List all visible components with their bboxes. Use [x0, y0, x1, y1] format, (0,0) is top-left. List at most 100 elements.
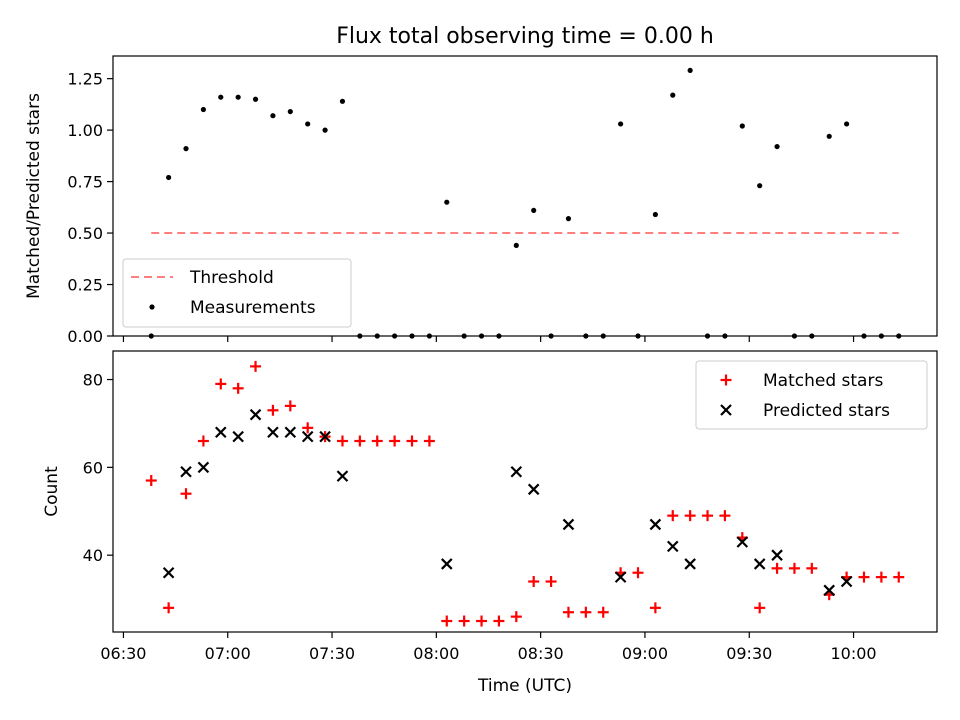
- legend-predicted-marker-b: [720, 404, 732, 416]
- measurement-point: [670, 92, 676, 98]
- measurement-point: [774, 143, 780, 150]
- predicted-star-marker: [562, 518, 575, 531]
- measurement-point: [270, 113, 276, 119]
- legend-predicted-swatch: [720, 404, 732, 416]
- matched-star-marker: [215, 378, 227, 390]
- matched-star-marker: [336, 435, 348, 447]
- matched-star-marker: [163, 602, 175, 614]
- predicted-star-marker-b: [215, 426, 227, 439]
- top-legend-box: [122, 258, 352, 328]
- predicted-star-marker-b: [753, 558, 766, 570]
- predicted-star-marker: [840, 575, 853, 588]
- legend-matched-marker: [720, 374, 732, 386]
- matched-star-marker: [528, 576, 540, 588]
- predicted-star-marker: [284, 426, 297, 439]
- predicted-star-marker: [197, 461, 210, 474]
- matched-star-marker: [649, 602, 661, 614]
- bottom-plot-frame: [112, 350, 938, 633]
- bottom-x-ticks: 06:30 07:00 07:30 08:00 08:30 09:00 09:30 10:00: [100, 632, 877, 663]
- bottom-y-tick-label-0: 40: [83, 546, 103, 565]
- measurement-point: [183, 146, 189, 152]
- predicted-star-marker-b: [823, 584, 835, 597]
- predicted-star-marker-b: [162, 566, 175, 579]
- measurement-point: [200, 106, 206, 113]
- matched-star-marker: [893, 571, 905, 583]
- matched-star-marker: [562, 606, 574, 618]
- x-tick-label-6: 09:30: [726, 644, 772, 663]
- top-y-tick-label-3: 0.75: [67, 173, 103, 192]
- predicted-star-marker: [249, 408, 262, 421]
- predicted-star-marker: [319, 430, 331, 443]
- matched-star-marker: [684, 510, 696, 522]
- measurement-point: [305, 121, 311, 127]
- predicted-star-marker: [736, 536, 749, 548]
- matched-star-marker: [510, 611, 522, 623]
- matched-star-marker: [389, 435, 401, 447]
- predicted-star-marker-b: [527, 483, 540, 496]
- top-plot-frame: [112, 55, 938, 337]
- matched-star-marker: [806, 562, 818, 574]
- bottom-y-tick-label-1: 60: [83, 458, 103, 477]
- measurement-point: [444, 199, 450, 205]
- predicted-star-marker: [649, 518, 662, 531]
- x-tick-label-5: 09:00: [622, 644, 668, 663]
- predicted-star-marker-b: [840, 575, 853, 588]
- legend-measurements-swatch: [149, 304, 155, 310]
- matched-star-marker: [284, 400, 296, 412]
- predicted-star-marker: [510, 465, 523, 478]
- top-y-tick-label-1: 0.25: [67, 276, 103, 295]
- matched-star-marker: [580, 606, 592, 618]
- matched-star-marker: [858, 571, 870, 583]
- x-tick-label-1: 07:00: [205, 644, 251, 663]
- matched-star-marker: [493, 615, 505, 627]
- predicted-star-marker-b: [771, 549, 783, 561]
- matched-star-marker: [267, 404, 279, 416]
- predicted-star-marker-b: [736, 536, 749, 548]
- measurement-point: [652, 211, 658, 218]
- matched-star-marker: [354, 435, 366, 447]
- predicted-star-marker-b: [301, 430, 314, 443]
- matched-star-marker: [667, 510, 679, 522]
- matched-star-marker: [458, 615, 470, 627]
- bottom-legend: Matched stars Predicted stars: [695, 360, 928, 430]
- predicted-star-marker-b: [440, 558, 453, 570]
- predicted-star-marker-b: [562, 518, 575, 531]
- predicted-star-marker: [440, 558, 453, 570]
- predicted-star-marker: [771, 549, 783, 561]
- flux-ratio-panel: Flux total observing time = 0.00 h Match…: [24, 24, 938, 346]
- matched-star-marker: [145, 475, 157, 487]
- measurement-point: [687, 67, 693, 74]
- matched-star-marker: [441, 615, 453, 627]
- matched-star-marker: [875, 571, 887, 583]
- matched-star-marker: [476, 615, 488, 627]
- x-tick-label-0: 06:30: [100, 644, 146, 663]
- predicted-star-marker: [684, 558, 696, 570]
- legend-threshold-label: Threshold: [189, 268, 274, 288]
- matched-star-points: [145, 360, 905, 627]
- top-x-ticks: [122, 336, 855, 342]
- chart-title: Flux total observing time = 0.00 h: [336, 24, 714, 49]
- measurement-point: [618, 121, 624, 127]
- legend-matched-swatch: [720, 374, 732, 386]
- x-tick-label-7: 10:00: [831, 644, 877, 663]
- matched-star-marker: [180, 488, 192, 500]
- matched-star-marker: [406, 435, 418, 447]
- matched-star-marker: [719, 510, 731, 522]
- matched-star-marker: [371, 435, 383, 447]
- measurement-point: [252, 96, 259, 102]
- measurement-point: [531, 207, 537, 214]
- matched-star-marker: [597, 606, 609, 618]
- legend-predicted-marker: [720, 404, 732, 416]
- matched-star-marker: [250, 360, 262, 372]
- predicted-star-marker-b: [284, 426, 297, 439]
- predicted-star-marker: [614, 571, 627, 583]
- legend-matched-label: Matched stars: [763, 371, 883, 391]
- measurement-point: [844, 121, 850, 127]
- x-tick-label-3: 08:00: [413, 644, 459, 663]
- predicted-star-marker-b: [249, 408, 262, 421]
- bottom-legend-box: [695, 360, 928, 430]
- measurement-point: [235, 94, 241, 100]
- predicted-star-marker: [232, 430, 244, 443]
